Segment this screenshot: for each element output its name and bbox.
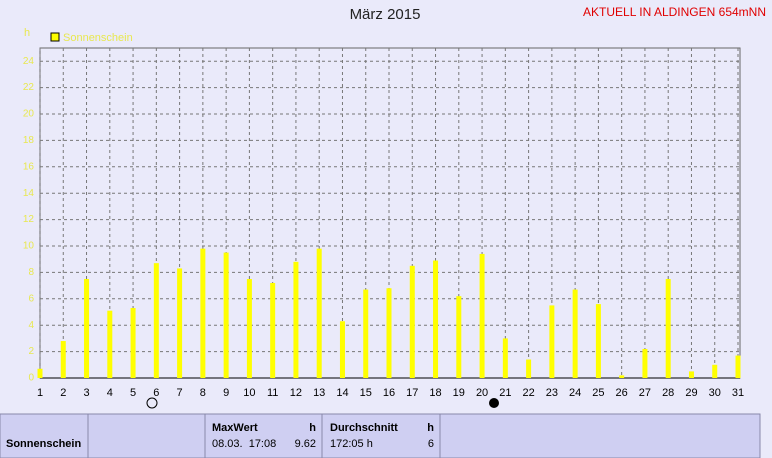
bar [409, 265, 415, 378]
x-tick-label: 2 [60, 387, 66, 399]
y-tick-label: 12 [23, 214, 35, 225]
bar [270, 282, 276, 378]
y-tick-label: 14 [23, 188, 35, 199]
x-tick-label: 14 [336, 387, 348, 399]
bar [456, 296, 462, 378]
x-tick-label: 5 [130, 387, 136, 399]
bar [642, 348, 648, 378]
bar [107, 310, 113, 378]
x-tick-label: 9 [223, 387, 229, 399]
y-unit: h [24, 27, 30, 39]
x-tick-label: 15 [360, 387, 372, 399]
bar [246, 279, 252, 378]
x-tick-label: 28 [662, 387, 674, 399]
bar [37, 368, 43, 378]
bar [153, 263, 159, 378]
x-tick-label: 7 [177, 387, 183, 399]
bar [619, 375, 625, 378]
x-tick-label: 31 [732, 387, 744, 399]
col-header: MaxWert [212, 422, 258, 434]
x-tick-label: 22 [522, 387, 534, 399]
cell-value: 9.62 [295, 438, 316, 450]
x-tick-label: 30 [709, 387, 721, 399]
x-tick-label: 29 [685, 387, 697, 399]
y-tick-label: 20 [23, 109, 35, 120]
x-tick-label: 23 [546, 387, 558, 399]
y-tick-label: 22 [23, 82, 35, 93]
legend-label: Sonnenschein [63, 32, 133, 44]
bar [177, 268, 183, 378]
y-tick-label: 18 [23, 135, 35, 146]
cell-date: 172:05 h [330, 438, 373, 450]
bar [293, 261, 299, 378]
x-tick-label: 3 [83, 387, 89, 399]
cell-value: 6 [428, 438, 434, 450]
annotation: AKTUELL IN ALDINGEN 654mNN [583, 5, 766, 19]
y-tick-label: 10 [23, 241, 35, 252]
x-tick-label: 16 [383, 387, 395, 399]
x-tick-label: 8 [200, 387, 206, 399]
bar [433, 260, 439, 378]
x-tick-label: 13 [313, 387, 325, 399]
y-tick-label: 24 [23, 56, 35, 67]
y-tick-label: 6 [28, 293, 34, 304]
x-tick-label: 24 [569, 387, 581, 399]
x-tick-label: 18 [429, 387, 441, 399]
y-tick-label: 16 [23, 161, 35, 172]
bar [60, 341, 66, 378]
bar [363, 289, 369, 378]
bar [688, 371, 694, 378]
y-tick-label: 2 [28, 346, 34, 357]
col-unit: h [427, 422, 434, 434]
y-tick-label: 8 [28, 267, 34, 278]
bar [595, 304, 601, 378]
x-tick-label: 25 [592, 387, 604, 399]
chart-title: März 2015 [350, 6, 421, 23]
x-tick-label: 17 [406, 387, 418, 399]
moon-icon [146, 397, 158, 409]
bar [479, 253, 485, 378]
bar [130, 308, 136, 378]
bar [572, 289, 578, 378]
bar [735, 355, 741, 378]
x-tick-label: 27 [639, 387, 651, 399]
bar [502, 338, 508, 378]
bar [712, 364, 718, 378]
x-tick-label: 21 [499, 387, 511, 399]
x-tick-label: 12 [290, 387, 302, 399]
row-label: Sonnenschein [6, 438, 81, 450]
x-tick-label: 6 [153, 387, 159, 399]
x-tick-label: 10 [243, 387, 255, 399]
x-tick-label: 26 [616, 387, 628, 399]
x-tick-label: 1 [37, 387, 43, 399]
y-tick-label: 0 [28, 373, 34, 384]
table-bg [0, 413, 761, 458]
moon-icon [489, 398, 499, 408]
bar [223, 252, 229, 378]
bar [526, 359, 532, 378]
bar [339, 321, 345, 378]
bar [84, 279, 90, 378]
x-tick-label: 19 [453, 387, 465, 399]
cell-date: 08.03. 17:08 [212, 438, 276, 450]
bar [549, 305, 555, 378]
y-tick-label: 4 [28, 320, 34, 331]
col-unit: h [309, 422, 316, 434]
stats-table: Sonnenschein MaxWert h 08.03. 17:08 9.62… [0, 413, 761, 458]
x-tick-label: 11 [267, 387, 278, 399]
bar [316, 248, 322, 378]
bar [665, 279, 671, 378]
bar [200, 248, 206, 378]
bar [386, 288, 392, 378]
x-tick-label: 4 [107, 387, 113, 399]
x-tick-label: 20 [476, 387, 488, 399]
legend-swatch [50, 32, 60, 42]
col-header: Durchschnitt [330, 422, 398, 434]
